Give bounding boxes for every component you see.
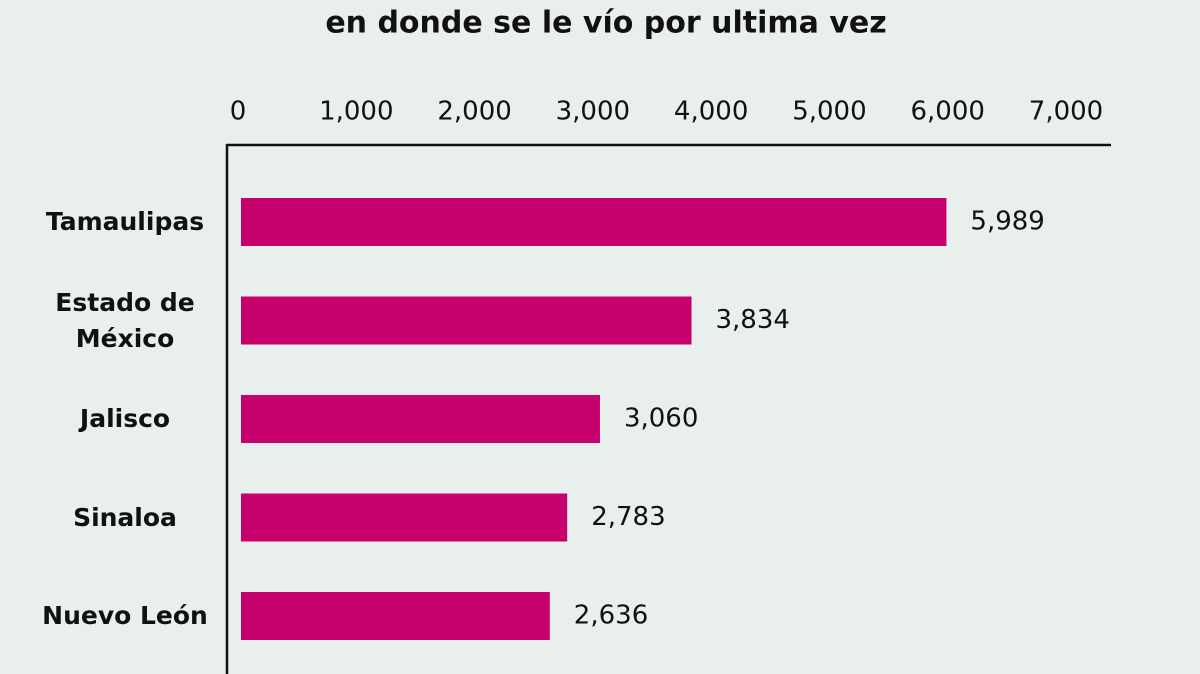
y-tick-label: Jalisco <box>79 404 171 433</box>
y-tick-label: Estado de México <box>55 287 195 353</box>
value-label: 2,636 <box>574 601 648 631</box>
x-tick-label: 5,000 <box>792 97 866 127</box>
y-tick-label: Sinaloa <box>73 502 177 532</box>
value-label: 5,989 <box>970 207 1044 237</box>
x-tick-label: 4,000 <box>674 97 748 127</box>
value-label: 3,060 <box>624 404 698 434</box>
bar <box>241 198 947 246</box>
value-label: 3,834 <box>716 305 790 335</box>
y-tick-label: Nuevo León <box>42 601 208 630</box>
x-tick-label: 6,000 <box>910 97 984 127</box>
x-tick-label: 1,000 <box>319 97 393 127</box>
x-tick-label: 3,000 <box>556 97 630 127</box>
bar <box>241 493 568 542</box>
x-tick-label: 2,000 <box>437 97 511 127</box>
y-tick-label: Tamaulipas <box>45 207 205 236</box>
bar <box>241 296 692 345</box>
x-tick-label: 7,000 <box>1029 97 1103 127</box>
bar <box>241 592 550 640</box>
value-label: 2,783 <box>591 502 665 532</box>
x-tick-label: 0 <box>230 97 247 127</box>
bar <box>241 395 600 443</box>
chart-title: en donde se le vío por ultima vez <box>325 6 886 41</box>
